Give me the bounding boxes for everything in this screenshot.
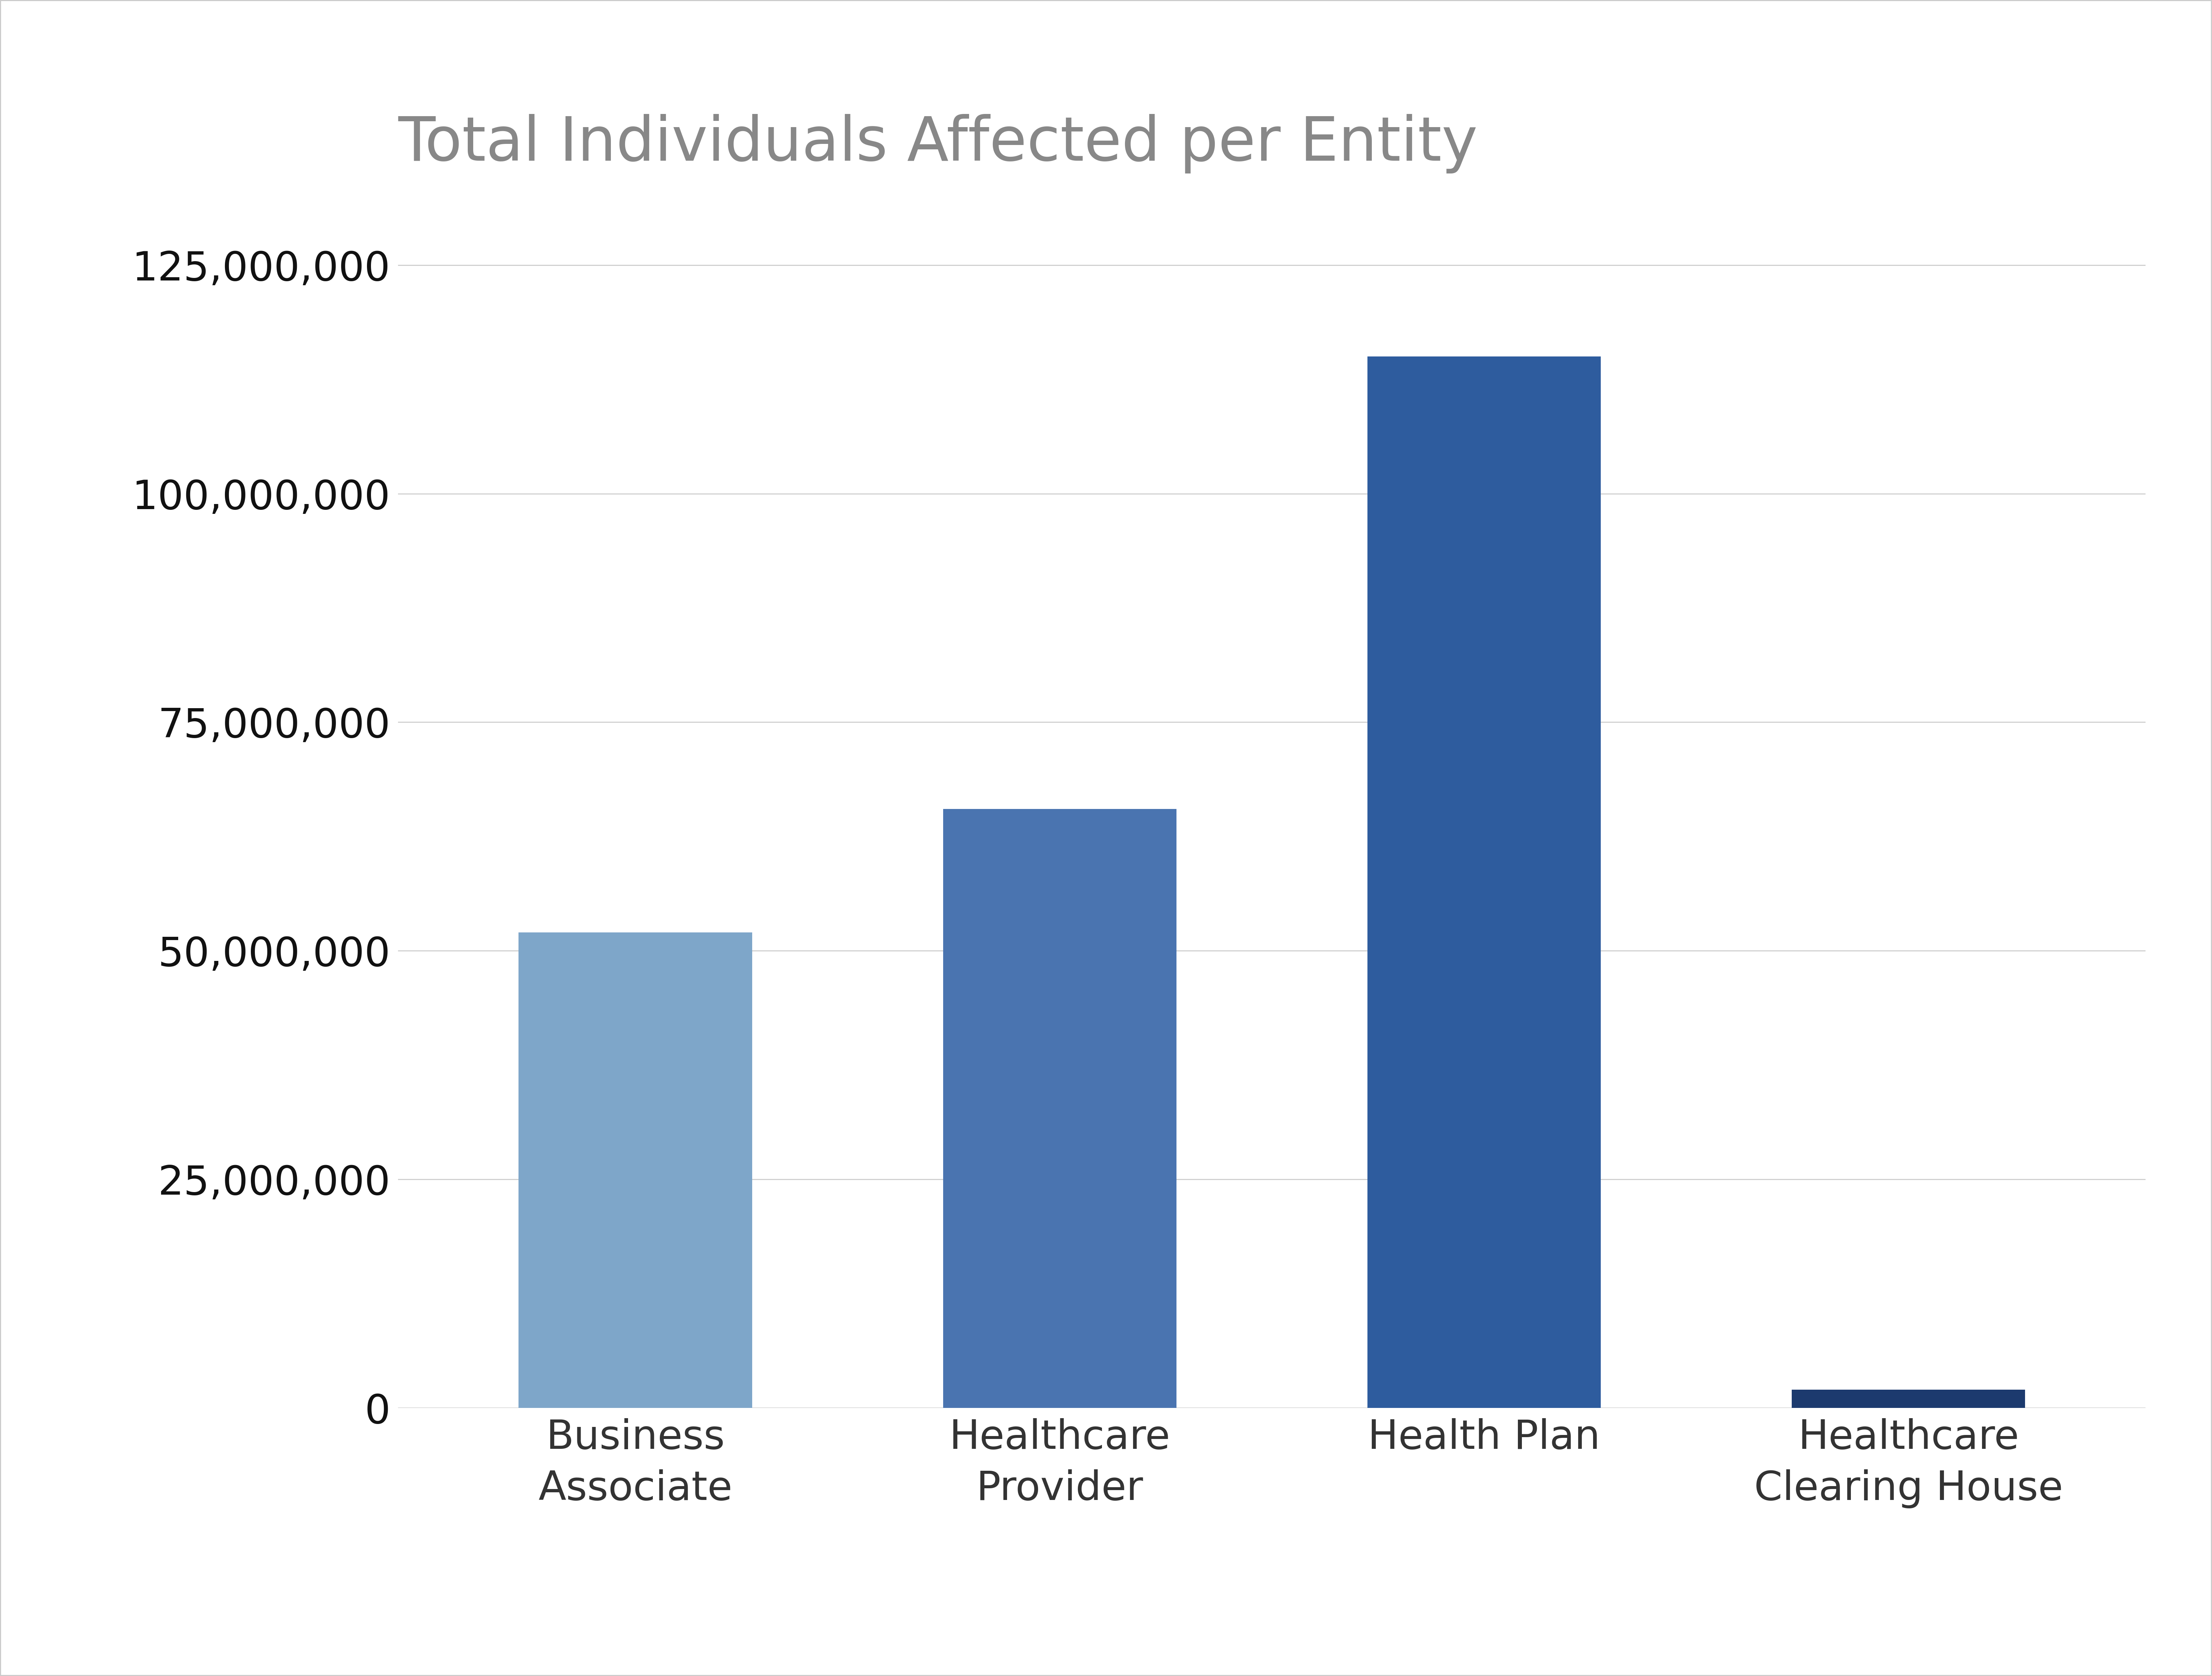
Bar — [942, 810, 1177, 1408]
Bar — [518, 932, 752, 1408]
Text: Total Individuals Affected per Entity: Total Individuals Affected per Entity — [398, 114, 1478, 173]
Bar — [1792, 1389, 2026, 1408]
Bar — [1367, 357, 1601, 1408]
